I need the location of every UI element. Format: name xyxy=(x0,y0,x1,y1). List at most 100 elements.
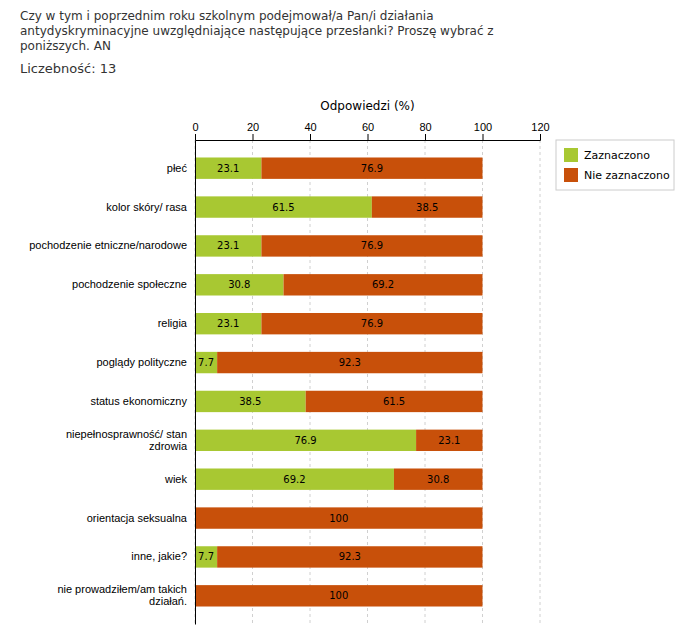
x-axis-line xyxy=(196,134,541,141)
data-label: 69.2 xyxy=(283,474,305,485)
bar xyxy=(195,430,416,451)
x-tick: 40 xyxy=(304,121,316,140)
bar xyxy=(195,313,261,334)
bars xyxy=(195,157,483,606)
y-tick-label: pochodzenie społeczne xyxy=(72,278,187,290)
y-tick-label: inne, jakie? xyxy=(131,550,187,562)
bar xyxy=(195,196,372,217)
data-label: 23.1 xyxy=(217,240,239,251)
bar xyxy=(217,546,482,567)
data-label: 7.7 xyxy=(198,551,214,562)
data-label: 23.1 xyxy=(217,318,239,329)
bar xyxy=(217,352,482,373)
bar xyxy=(195,468,394,489)
data-label: 76.9 xyxy=(361,240,383,251)
grid xyxy=(195,140,540,624)
data-label: 69.2 xyxy=(372,279,394,290)
y-tick: pochodzenie etniczne/narodowe xyxy=(29,239,187,251)
bar xyxy=(394,468,483,489)
bar xyxy=(261,235,482,256)
bar xyxy=(195,352,217,373)
data-label: 100 xyxy=(329,513,348,524)
bar xyxy=(306,391,483,412)
y-axis-line xyxy=(195,141,196,625)
x-tick-mark xyxy=(368,134,369,140)
bar xyxy=(261,313,482,334)
y-tick: wiek xyxy=(164,473,188,485)
y-tick-label: poglądy polityczne xyxy=(96,356,187,368)
title: Czy w tym i poprzednim roku szkolnym pod… xyxy=(20,9,494,53)
bar xyxy=(195,235,261,256)
y-tick: kolor skóry/ rasa xyxy=(106,201,188,213)
x-tick-mark xyxy=(425,134,426,140)
bar xyxy=(195,585,483,606)
data-label: 23.1 xyxy=(217,163,239,174)
x-tick-label: 120 xyxy=(531,121,549,133)
y-tick-label: religia xyxy=(158,317,188,329)
legend-label: Zaznaczono xyxy=(584,149,650,162)
x-tick: 120 xyxy=(531,121,549,140)
bar xyxy=(195,507,483,528)
x-tick-mark xyxy=(253,134,254,140)
legend-frame xyxy=(556,140,674,190)
y-tick-label: status ekonomiczny xyxy=(90,395,187,407)
x-tick-label: 0 xyxy=(192,121,198,133)
bar xyxy=(195,546,217,567)
bar xyxy=(195,274,284,295)
x-axis-title: Odpowiedzi (%) xyxy=(320,99,414,113)
y-tick-label: niepełnosprawność/ stanzdrowia xyxy=(66,428,188,452)
data-label: 92.3 xyxy=(339,357,361,368)
data-label: 38.5 xyxy=(239,396,261,407)
bar xyxy=(195,157,261,178)
y-tick-label: nie prowadziłem/am takichdziałań. xyxy=(57,583,187,607)
chart: Czy w tym i poprzednim roku szkolnym pod… xyxy=(0,0,680,640)
legend-item: Nie zaznaczono xyxy=(564,168,670,182)
y-tick-label: wiek xyxy=(164,473,188,485)
data-label: 76.9 xyxy=(294,435,316,446)
bar xyxy=(261,157,482,178)
y-axis: płeć kolor skóry/ rasa pochodzenie etniczn… xyxy=(29,141,195,625)
data-label: 61.5 xyxy=(383,396,405,407)
x-tick-label: 100 xyxy=(474,121,492,133)
y-tick: orientacja seksualna xyxy=(87,512,188,524)
y-tick: inne, jakie? xyxy=(131,550,187,562)
x-tick-label: 20 xyxy=(247,121,259,133)
bar xyxy=(416,430,482,451)
x-axis: 0 20 40 60 80 100 120 xyxy=(192,121,549,141)
data-label: 30.8 xyxy=(427,474,449,485)
bar xyxy=(372,196,483,217)
y-tick-label: płeć xyxy=(167,162,188,174)
y-tick: płeć xyxy=(167,162,188,174)
x-tick: 80 xyxy=(419,121,431,140)
legend-swatch xyxy=(564,168,578,182)
y-tick: pochodzenie społeczne xyxy=(72,278,187,290)
y-tick: poglądy polityczne xyxy=(96,356,187,368)
x-tick-mark xyxy=(540,134,541,140)
data-label: 30.8 xyxy=(228,279,250,290)
x-tick: 60 xyxy=(362,121,374,140)
y-tick-label: pochodzenie etniczne/narodowe xyxy=(29,239,187,251)
plot: 23.1 61.5 23.1 30.8 23.1 7.7 38.5 76.9 69.2 7.7 76… xyxy=(29,99,549,625)
y-tick-label: orientacja seksualna xyxy=(87,512,188,524)
x-tick-mark xyxy=(483,134,484,140)
legend-label: Nie zaznaczono xyxy=(584,169,670,182)
y-tick: status ekonomiczny xyxy=(90,395,187,407)
data-label: 7.7 xyxy=(198,357,214,368)
x-tick: 0 xyxy=(192,121,198,140)
y-tick: religia xyxy=(158,317,188,329)
x-tick-label: 80 xyxy=(419,121,431,133)
grid-line xyxy=(540,140,541,624)
legend-swatch xyxy=(564,148,578,162)
y-tick: nie prowadziłem/am takichdziałań. xyxy=(57,583,187,607)
data-label: 76.9 xyxy=(361,318,383,329)
x-tick: 20 xyxy=(247,121,259,140)
bar xyxy=(195,391,306,412)
grid-line xyxy=(195,140,196,624)
x-tick: 100 xyxy=(474,121,492,140)
y-tick: niepełnosprawność/ stanzdrowia xyxy=(66,428,188,452)
series-bars xyxy=(195,157,483,606)
x-tick-mark xyxy=(310,134,311,140)
subtitle: Liczebność: 13 xyxy=(20,61,116,76)
data-label: 100 xyxy=(329,590,348,601)
x-tick-label: 60 xyxy=(362,121,374,133)
